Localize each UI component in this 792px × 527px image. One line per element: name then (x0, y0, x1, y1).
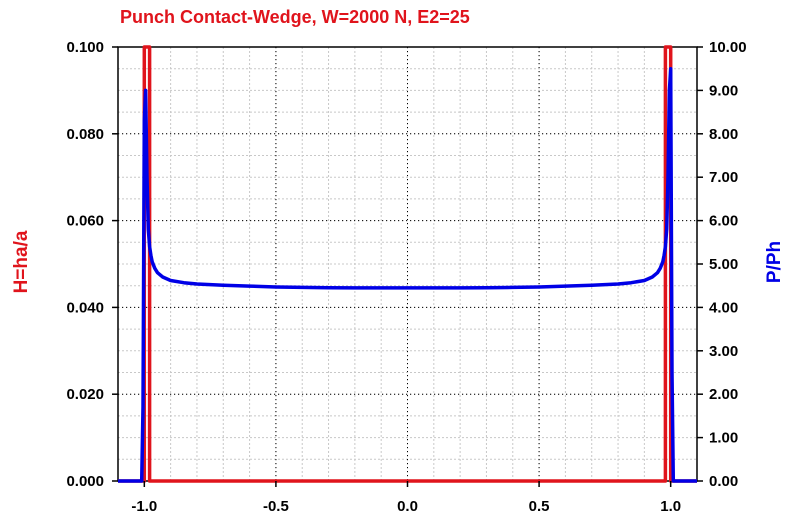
y-right-tick-label: 2.00 (709, 386, 738, 403)
y-right-axis-label: P/Ph (764, 241, 785, 283)
y-right-tick-label: 8.00 (709, 126, 738, 143)
y-right-tick-label: 10.00 (709, 39, 747, 56)
y-left-tick-label: 0.020 (66, 386, 104, 403)
y-right-tick-label: 1.00 (709, 430, 738, 447)
y-right-tick-label: 4.00 (709, 299, 738, 316)
x-tick-label: -0.5 (263, 498, 289, 515)
x-tick-label: 0.5 (529, 498, 550, 515)
y-left-axis-label: H=ha/a (11, 230, 32, 293)
y-right-tick-label: 9.00 (709, 82, 738, 99)
x-tick-label: 0.0 (397, 498, 418, 515)
chart-title: Punch Contact-Wedge, W=2000 N, E2=25 (120, 7, 470, 27)
x-tick-labels: -1.0 -0.5 0.0 0.5 1.0 (131, 481, 681, 515)
pressure-series-line (118, 66, 697, 483)
x-tick-label: 1.0 (660, 498, 681, 515)
y-right-tick-label: 5.00 (709, 256, 738, 273)
y-left-tick-label: 0.080 (66, 126, 104, 143)
y-left-tick-labels: 0.000 0.020 0.040 0.060 0.080 0.100 (66, 39, 118, 490)
y-left-tick-label: 0.060 (66, 213, 104, 230)
y-right-tick-label: 0.00 (709, 473, 738, 490)
y-right-tick-labels: 0.00 1.00 2.00 3.00 4.00 5.00 6.00 7.00 8.00 9.00… (697, 39, 747, 490)
y-left-tick-label: 0.100 (66, 39, 104, 56)
y-right-tick-label: 7.00 (709, 169, 738, 186)
y-left-tick-label: 0.040 (66, 299, 104, 316)
grid (118, 46, 697, 482)
y-right-tick-label: 6.00 (709, 213, 738, 230)
y-right-tick-label: 3.00 (709, 343, 738, 360)
x-tick-label: -1.0 (131, 498, 157, 515)
y-left-tick-label: 0.000 (66, 473, 104, 490)
